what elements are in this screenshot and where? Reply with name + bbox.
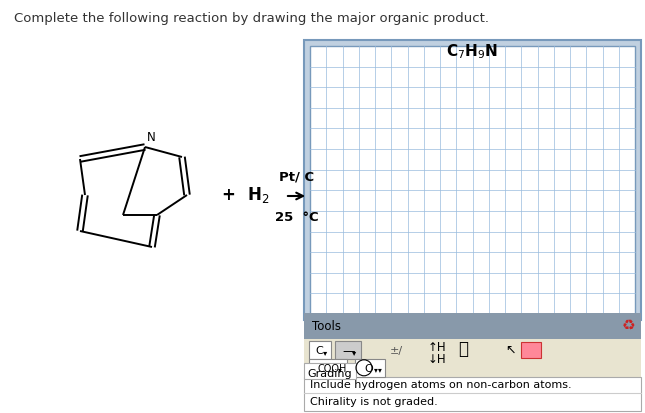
Text: —: — bbox=[342, 344, 355, 357]
Text: ▾: ▾ bbox=[374, 364, 378, 373]
Text: COOH: COOH bbox=[318, 363, 348, 373]
Text: ▾: ▾ bbox=[338, 364, 342, 373]
Text: Tools: Tools bbox=[312, 320, 341, 333]
Text: ▾: ▾ bbox=[352, 347, 356, 356]
Text: C: C bbox=[315, 345, 322, 355]
Bar bbox=[304, 377, 641, 411]
Text: ±/: ±/ bbox=[390, 345, 403, 355]
Text: +: + bbox=[221, 185, 235, 204]
Text: ▾: ▾ bbox=[323, 347, 327, 356]
Text: ♻: ♻ bbox=[621, 318, 635, 333]
FancyBboxPatch shape bbox=[309, 342, 331, 359]
Text: H$_2$: H$_2$ bbox=[247, 185, 269, 204]
Text: Complete the following reaction by drawing the major organic product.: Complete the following reaction by drawi… bbox=[14, 12, 489, 25]
Text: Grading: Grading bbox=[308, 368, 352, 378]
FancyBboxPatch shape bbox=[335, 342, 361, 359]
FancyBboxPatch shape bbox=[355, 359, 385, 377]
Text: Include hydrogen atoms on non-carbon atoms.: Include hydrogen atoms on non-carbon ato… bbox=[310, 379, 571, 389]
FancyBboxPatch shape bbox=[521, 342, 541, 358]
Text: O: O bbox=[364, 363, 373, 373]
Text: Chirality is not graded.: Chirality is not graded. bbox=[310, 396, 438, 406]
Bar bbox=[304, 339, 641, 379]
Text: ↑H: ↑H bbox=[428, 340, 446, 353]
Text: C$_7$H$_9$N: C$_7$H$_9$N bbox=[446, 42, 499, 61]
Text: ↖: ↖ bbox=[505, 343, 515, 356]
Text: Pt/ C: Pt/ C bbox=[279, 170, 314, 183]
Text: ▾: ▾ bbox=[378, 364, 382, 373]
Bar bbox=[304, 313, 641, 339]
FancyBboxPatch shape bbox=[309, 359, 347, 377]
Bar bbox=[304, 41, 641, 320]
FancyBboxPatch shape bbox=[304, 363, 356, 379]
Bar bbox=[310, 47, 635, 314]
Text: ⌣: ⌣ bbox=[458, 339, 468, 357]
Text: N: N bbox=[147, 131, 155, 144]
Text: ↓H: ↓H bbox=[428, 352, 446, 365]
Text: 25  °C: 25 °C bbox=[275, 211, 319, 223]
